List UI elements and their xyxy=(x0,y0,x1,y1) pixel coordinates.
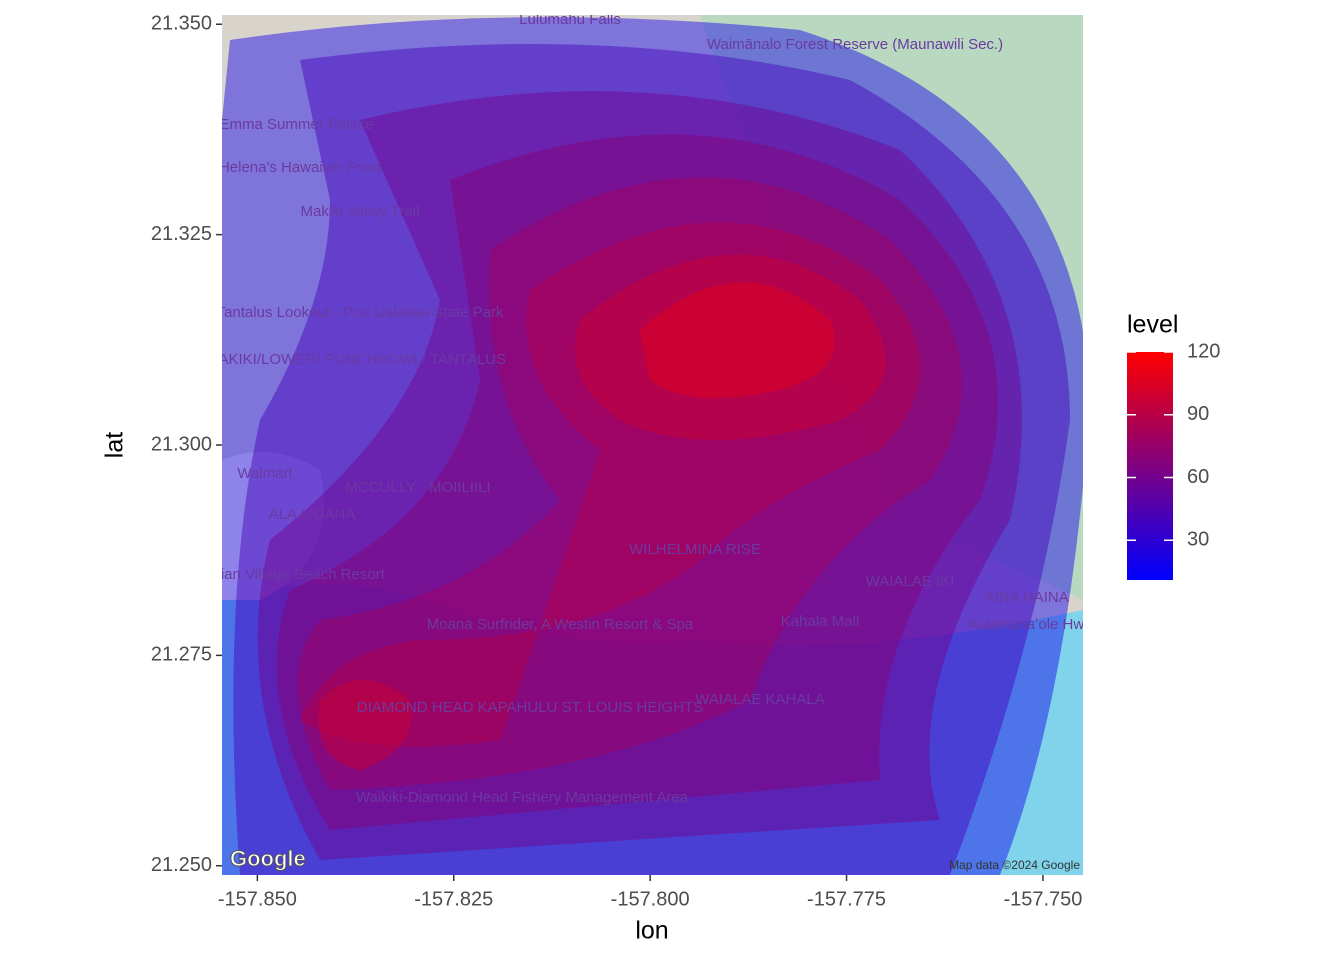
map-label: WILHELMINA RISE xyxy=(629,541,761,558)
map-label: Kahala Mall xyxy=(781,613,859,630)
contour-band xyxy=(276,134,999,830)
map-label: MCCULLY - MOIILIILI xyxy=(345,479,490,496)
y-tick-label: 21.275 xyxy=(151,644,212,666)
contour-band xyxy=(318,254,886,770)
map-label: DIAMOND HEAD KAPAHULU ST. LOUIS HEIGHTS xyxy=(357,699,703,716)
y-tick-label: 21.350 xyxy=(151,13,212,35)
y-axis-label: lat xyxy=(101,432,129,458)
legend-tick-label: 60 xyxy=(1187,466,1209,488)
map-label: Moana Surfrider, A Westin Resort & Spa xyxy=(427,616,694,633)
x-tick-label: -157.825 xyxy=(414,888,493,910)
map-label: WAIALAE KAHALA xyxy=(695,691,825,708)
colorbar xyxy=(1127,352,1173,580)
y-tick-label: 21.300 xyxy=(151,433,212,455)
map-label: Walmart xyxy=(237,465,293,482)
map-label: Waimānalo Forest Reserve (Maunawili Sec.… xyxy=(707,36,1003,53)
x-tick-label: -157.750 xyxy=(1003,888,1082,910)
map-label: ʻĀINA HAINA xyxy=(981,589,1069,606)
x-tick-label: -157.850 xyxy=(218,888,297,910)
legend-tick-label: 120 xyxy=(1187,340,1220,362)
contour-band xyxy=(222,17,1083,875)
contour-band xyxy=(300,222,920,747)
map-background xyxy=(222,15,1083,875)
y-tick-label: 21.250 xyxy=(151,854,212,876)
map-label: Kalanianaʻole Hwy xyxy=(968,616,1092,633)
map-label: Helena's Hawaiian Food xyxy=(219,159,381,176)
contour-band xyxy=(297,177,963,790)
map-label: Waikiki-Diamond Head Fishery Management … xyxy=(356,789,689,806)
google-logo: Google xyxy=(230,846,306,871)
contour-band xyxy=(640,282,835,398)
legend-tick-label: 90 xyxy=(1187,403,1209,425)
legend-tick-label: 30 xyxy=(1187,529,1209,551)
contour-band xyxy=(257,91,1022,861)
map-label: Lulumahu Falls xyxy=(519,11,621,28)
attribution: Map data ©2024 Google xyxy=(949,858,1080,872)
map-label: WAIALAE IKI xyxy=(866,573,955,590)
map-label: Hawaiian Village Beach Resort xyxy=(179,566,386,583)
density-contours xyxy=(222,17,1083,875)
x-axis-label: lon xyxy=(635,917,668,945)
x-tick-label: -157.775 xyxy=(807,888,886,910)
map-label: Queen Emma Summer Palace xyxy=(170,116,373,133)
x-tick-label: -157.800 xyxy=(611,888,690,910)
y-tick-label: 21.325 xyxy=(151,223,212,245)
map-label: ALA MOANA xyxy=(269,506,356,523)
contour-band xyxy=(233,44,1071,875)
map-label: Tantalus Lookout - Puu Ualakaa State Par… xyxy=(217,304,504,321)
legend-title: level xyxy=(1127,311,1178,339)
map-label: MAKIKI/LOWER/ PUNCHBOWL/ TANTALUS xyxy=(206,351,506,368)
map-label: Makiki Valley Trail xyxy=(301,203,420,220)
map-labels: Lulumahu Falls Waimānalo Forest Reserve (… xyxy=(170,11,1092,806)
